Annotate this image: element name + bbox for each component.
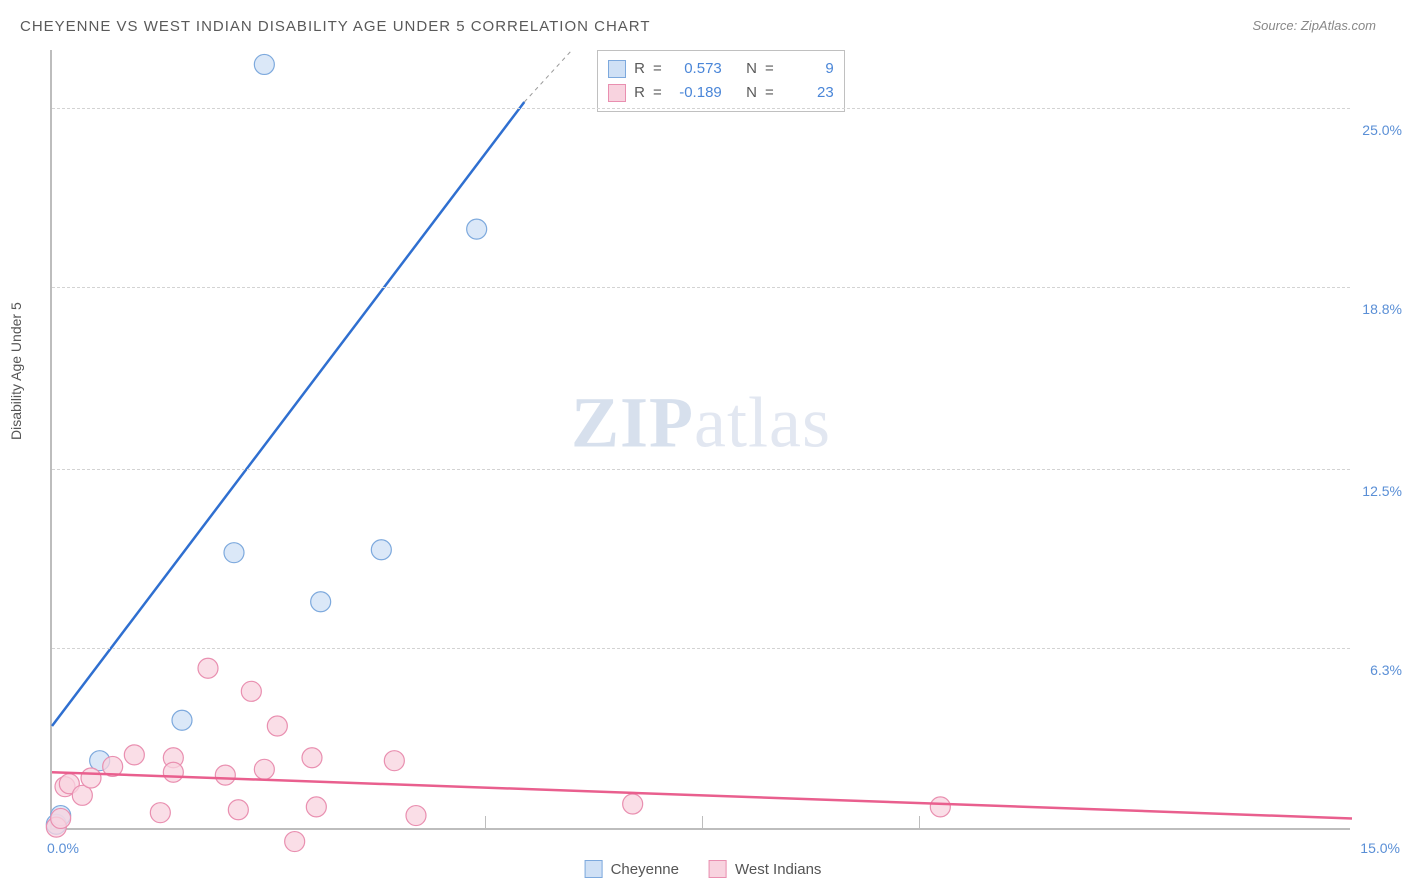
data-point <box>124 745 144 765</box>
data-point <box>254 759 274 779</box>
gridline <box>52 287 1350 288</box>
swatch-cheyenne-icon <box>585 860 603 878</box>
bottom-legend: Cheyenne West Indians <box>585 860 822 878</box>
swatch-westindians <box>608 84 626 102</box>
correlation-legend: R = 0.573 N = 9 R = -0.189 N = 23 <box>597 50 845 112</box>
y-tick-label: 18.8% <box>1362 301 1402 317</box>
gridline <box>52 108 1350 109</box>
data-point <box>930 797 950 817</box>
data-point <box>406 806 426 826</box>
trend-line-extension <box>524 50 572 102</box>
data-point <box>215 765 235 785</box>
chart-title: CHEYENNE VS WEST INDIAN DISABILITY AGE U… <box>20 18 651 35</box>
data-point <box>51 808 71 828</box>
swatch-westindians-icon <box>709 860 727 878</box>
y-tick-label: 6.3% <box>1370 662 1402 678</box>
x-tick-origin: 0.0% <box>47 840 79 856</box>
plot-area: ZIPatlas R = 0.573 N = 9 R = -0.189 N = … <box>50 50 1350 830</box>
plot-svg <box>52 50 1350 828</box>
swatch-cheyenne <box>608 60 626 78</box>
n-value-westindians: 23 <box>782 81 834 105</box>
data-point <box>311 592 331 612</box>
n-value-cheyenne: 9 <box>782 57 834 81</box>
legend-row-cheyenne: R = 0.573 N = 9 <box>608 57 834 81</box>
data-point <box>371 540 391 560</box>
r-value-westindians: -0.189 <box>670 81 722 105</box>
data-point <box>285 832 305 852</box>
x-minor-tick <box>485 816 486 828</box>
legend-row-westindians: R = -0.189 N = 23 <box>608 81 834 105</box>
data-point <box>467 219 487 239</box>
data-point <box>384 751 404 771</box>
r-value-cheyenne: 0.573 <box>670 57 722 81</box>
data-point <box>150 803 170 823</box>
data-point <box>163 762 183 782</box>
gridline <box>52 469 1350 470</box>
y-tick-label: 25.0% <box>1362 122 1402 138</box>
data-point <box>81 768 101 788</box>
chart-source: Source: ZipAtlas.com <box>1252 18 1376 33</box>
data-point <box>306 797 326 817</box>
y-axis-label: Disability Age Under 5 <box>8 302 24 440</box>
gridline <box>52 648 1350 649</box>
x-minor-tick <box>702 816 703 828</box>
trend-line <box>52 102 524 726</box>
data-point <box>254 54 274 74</box>
x-minor-tick <box>919 816 920 828</box>
legend-item-cheyenne: Cheyenne <box>585 860 679 878</box>
y-tick-label: 12.5% <box>1362 483 1402 499</box>
data-point <box>302 748 322 768</box>
data-point <box>198 658 218 678</box>
x-tick-max: 15.0% <box>1360 840 1400 856</box>
data-point <box>267 716 287 736</box>
data-point <box>224 543 244 563</box>
data-point <box>241 681 261 701</box>
data-point <box>172 710 192 730</box>
data-point <box>623 794 643 814</box>
data-point <box>228 800 248 820</box>
legend-item-westindians: West Indians <box>709 860 821 878</box>
